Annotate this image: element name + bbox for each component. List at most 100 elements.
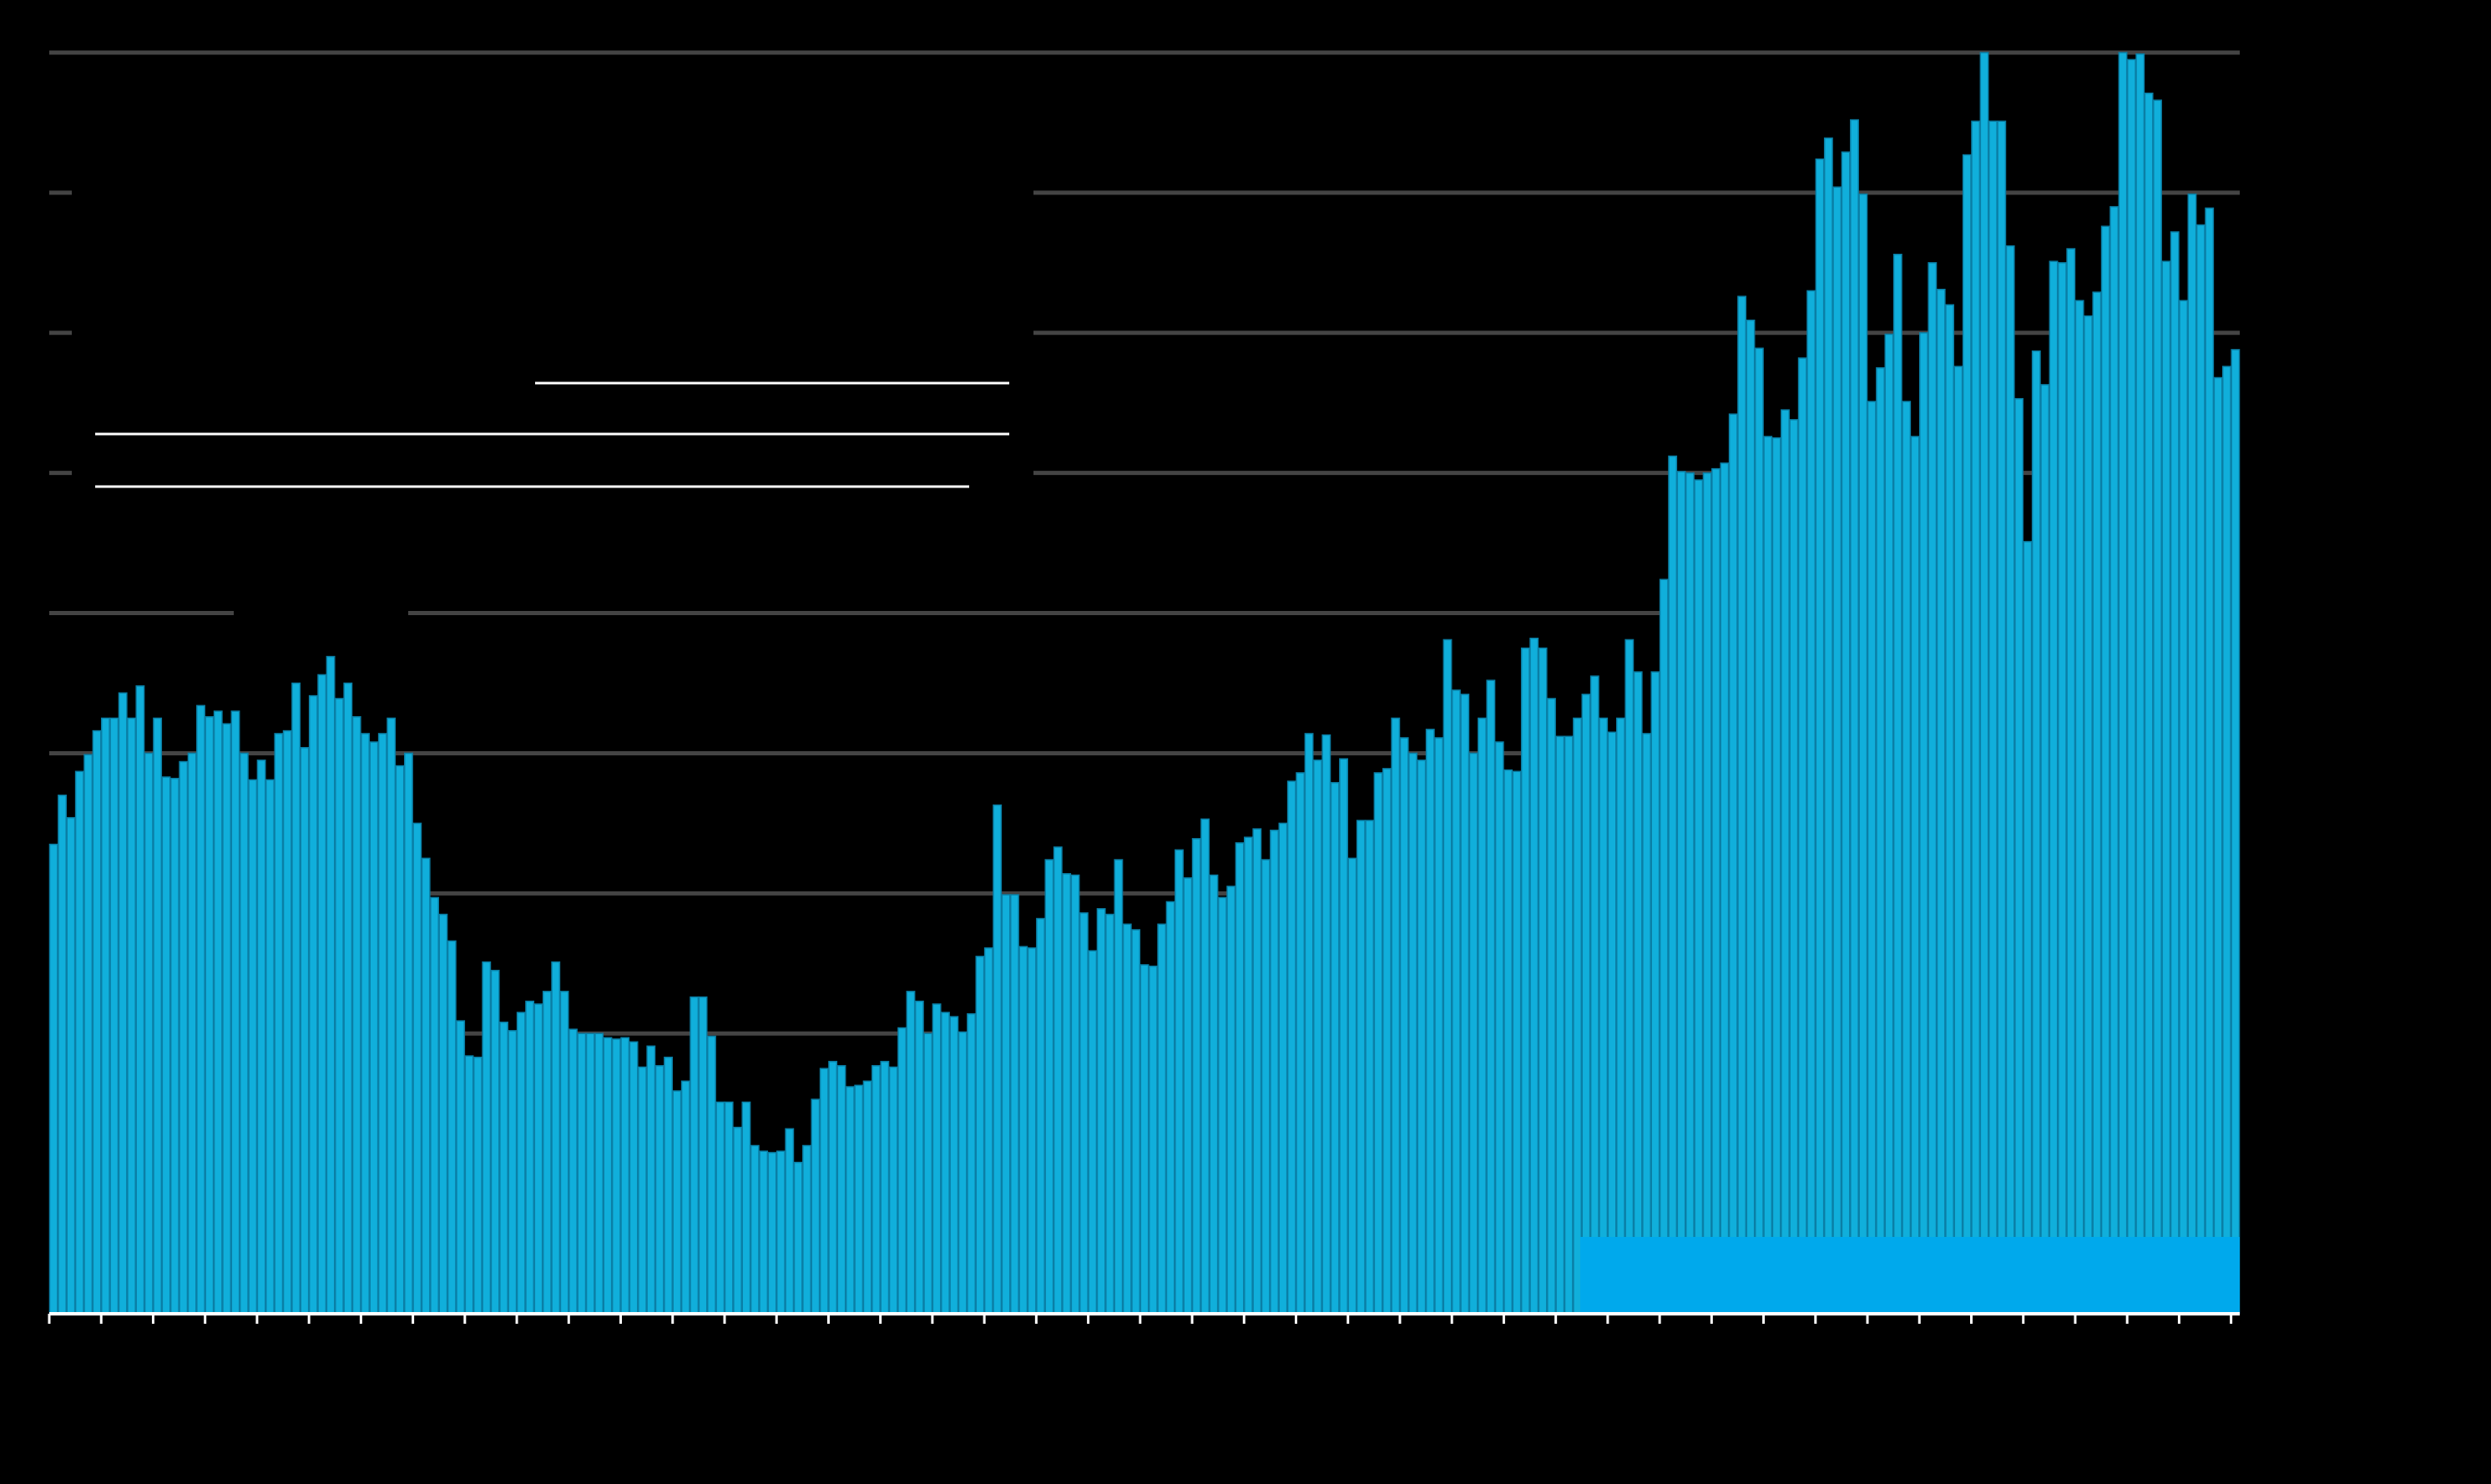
bar (1823, 137, 1833, 1315)
bar (1434, 737, 1444, 1315)
bar (568, 1028, 578, 1315)
bar (1270, 830, 1280, 1315)
bar (741, 1101, 751, 1315)
bar (308, 694, 318, 1315)
bar (2084, 315, 2093, 1315)
bar (585, 1032, 595, 1315)
bar (811, 1098, 821, 1315)
bar (187, 752, 197, 1315)
bar (239, 752, 249, 1315)
bar (862, 1080, 872, 1315)
bar (525, 1000, 535, 1315)
bar (2153, 99, 2162, 1315)
bar (447, 940, 457, 1315)
bar (153, 717, 163, 1315)
bar (1096, 908, 1106, 1315)
bar (672, 1090, 682, 1315)
bar (785, 1128, 795, 1315)
bar (1148, 965, 1158, 1315)
bar (1797, 357, 1807, 1315)
bar (957, 1031, 968, 1315)
bar (1036, 917, 1045, 1315)
bar (213, 710, 223, 1315)
bar (923, 1032, 933, 1315)
bar (1304, 733, 1314, 1315)
bar (1512, 770, 1522, 1315)
bar (941, 1012, 950, 1315)
bar (1668, 455, 1678, 1315)
bar (1589, 675, 1599, 1315)
bar (1157, 923, 1167, 1315)
bar (456, 1020, 466, 1315)
bar (1191, 838, 1201, 1315)
bar (854, 1084, 864, 1315)
bar (1408, 752, 1417, 1315)
bar (2126, 58, 2136, 1315)
bar (482, 961, 492, 1315)
bar (1936, 288, 1946, 1315)
bar (2213, 376, 2223, 1315)
bar (2100, 225, 2110, 1315)
bar (326, 655, 336, 1315)
bar (1529, 638, 1539, 1315)
bar (1062, 873, 1072, 1315)
bar (1217, 896, 1227, 1315)
bar (1902, 401, 1912, 1315)
bar (1953, 366, 1963, 1315)
bar (2205, 207, 2215, 1315)
bar (1053, 846, 1063, 1315)
bar (967, 1012, 977, 1315)
x-axis (48, 1312, 2240, 1324)
bar (161, 776, 171, 1315)
bar (421, 857, 431, 1315)
bar (508, 1030, 518, 1315)
bar (1339, 758, 1348, 1315)
bar (1417, 760, 1427, 1315)
bar (1494, 741, 1504, 1315)
bar (291, 682, 301, 1315)
bar (1321, 734, 1331, 1315)
bar (664, 1057, 674, 1315)
bar (724, 1101, 734, 1315)
bar (932, 1003, 942, 1315)
bar (1599, 717, 1609, 1315)
bar (1615, 717, 1625, 1315)
bar (1356, 820, 1366, 1315)
bar (2074, 300, 2084, 1315)
bar (1884, 333, 1894, 1315)
bar (1044, 859, 1054, 1315)
bar (1676, 471, 1686, 1315)
bar (594, 1032, 604, 1315)
bar (343, 682, 353, 1315)
bar (230, 710, 240, 1315)
bar (1815, 158, 1825, 1315)
bar (888, 1066, 898, 1315)
bar (1468, 752, 1478, 1315)
bar (351, 716, 361, 1315)
bar (1373, 772, 1383, 1315)
bar (83, 754, 93, 1315)
bar (1183, 877, 1193, 1315)
bar (387, 717, 397, 1315)
bar (836, 1065, 846, 1315)
bar (1105, 913, 1114, 1315)
bar (2005, 245, 2015, 1315)
bar (369, 741, 379, 1315)
bar (1547, 698, 1556, 1315)
bar (1252, 828, 1262, 1315)
bar (118, 692, 128, 1315)
bar (1650, 671, 1660, 1315)
bar (1841, 151, 1851, 1315)
bar (1997, 120, 2007, 1315)
bar (205, 716, 215, 1315)
bar (819, 1068, 829, 1315)
bar (92, 729, 102, 1315)
bar (403, 752, 413, 1315)
bar (533, 1003, 543, 1315)
bar (1832, 186, 1842, 1315)
bar (274, 733, 284, 1315)
bar (438, 913, 448, 1315)
bar (1347, 857, 1357, 1315)
bar (1451, 689, 1461, 1315)
bar (1478, 717, 1487, 1315)
